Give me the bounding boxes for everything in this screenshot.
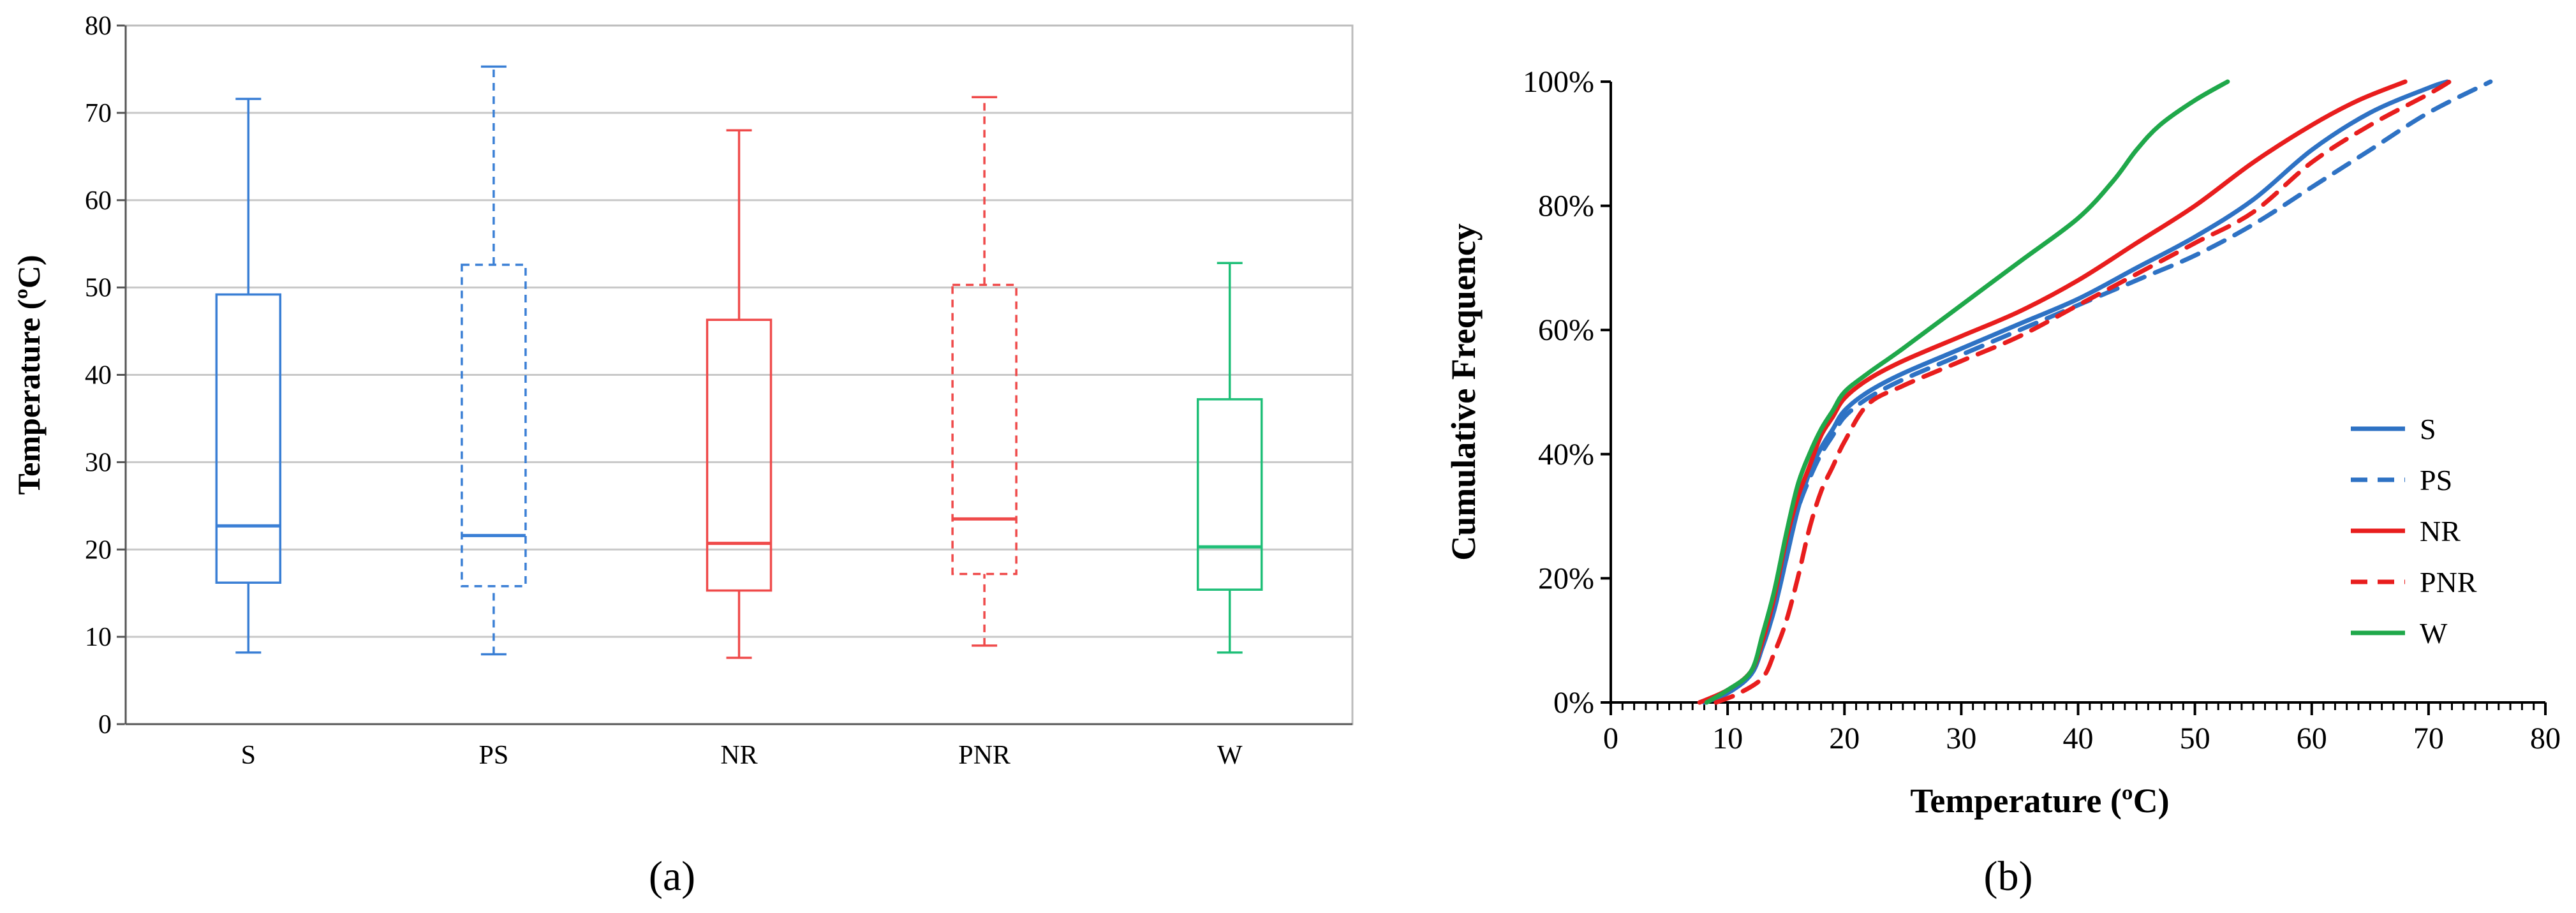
y-axis-title: Cumulative Frequency <box>1444 223 1483 560</box>
y-tick-label: 60 <box>85 186 112 216</box>
iqr-box <box>461 264 527 588</box>
y-tick-label: 70 <box>85 99 112 128</box>
x-tick-label: 70 <box>2413 722 2444 755</box>
x-tick-label: 0 <box>1603 722 1618 755</box>
legend-label-s: S <box>2420 413 2436 445</box>
x-tick-label: 20 <box>1829 722 1860 755</box>
iqr-box <box>706 318 773 592</box>
box-pnr <box>951 96 1018 647</box>
y-axis-title: Temperature (ºC) <box>11 255 47 494</box>
y-tick-label: 0 <box>98 710 112 739</box>
x-category-label: PS <box>479 741 509 770</box>
panel-a-boxplot: 0 10 20 30 40 50 60 70 80 Temperature (ºC) S PS NR PN… <box>11 11 1354 900</box>
panel-b-cumulative-frequency: 0% 20% 40% 60% 80% 100% 0 10 20 30 40 50 60 70 80 Tempe… <box>1444 65 2561 900</box>
box-ps <box>461 65 527 656</box>
y-tick-label: 100% <box>1523 65 1594 99</box>
series-line-ps <box>1702 79 2493 705</box>
legend-label-nr: NR <box>2420 515 2461 547</box>
y-tick-label: 80% <box>1538 189 1594 223</box>
y-tick-label: 40 <box>85 361 112 390</box>
y-tick-label: 50 <box>85 274 112 303</box>
box-s <box>215 98 282 654</box>
y-tick-label: 60% <box>1538 313 1594 347</box>
legend-label-ps: PS <box>2420 464 2452 496</box>
y-tick-label: 10 <box>85 623 112 652</box>
panel-label-a: (a) <box>649 853 695 900</box>
legend-label-pnr: PNR <box>2420 566 2477 598</box>
x-tick-label: 50 <box>2180 722 2210 755</box>
x-category-label: NR <box>720 741 757 770</box>
x-category-label: W <box>1217 741 1243 770</box>
y-tick-label: 0% <box>1553 686 1594 720</box>
y-tick-label: 20% <box>1538 561 1594 595</box>
x-tick-label: 30 <box>1946 722 1976 755</box>
x-axis-title: Temperature (ºC) <box>1910 782 2169 820</box>
panel-label-b: (b) <box>1984 853 2033 900</box>
box-w <box>1196 262 1263 654</box>
iqr-box <box>951 283 1018 575</box>
x-category-label: PNR <box>958 741 1010 770</box>
x-tick-label: 60 <box>2297 722 2327 755</box>
y-tick-label: 40% <box>1538 438 1594 471</box>
y-tick-label: 80 <box>85 11 112 41</box>
y-tick-label: 20 <box>85 535 112 565</box>
series-line-w <box>1704 79 2230 705</box>
legend-label-w: W <box>2420 617 2448 649</box>
box-nr <box>706 129 773 659</box>
y-tick-label: 30 <box>85 448 112 477</box>
x-tick-label: 10 <box>1712 722 1743 755</box>
series-line-pnr <box>1714 79 2452 705</box>
series-line-s <box>1702 79 2450 705</box>
iqr-box <box>215 293 282 584</box>
x-tick-label: 40 <box>2063 722 2094 755</box>
iqr-box <box>1196 398 1263 591</box>
x-tick-label: 80 <box>2530 722 2561 755</box>
x-category-label: S <box>241 741 256 770</box>
